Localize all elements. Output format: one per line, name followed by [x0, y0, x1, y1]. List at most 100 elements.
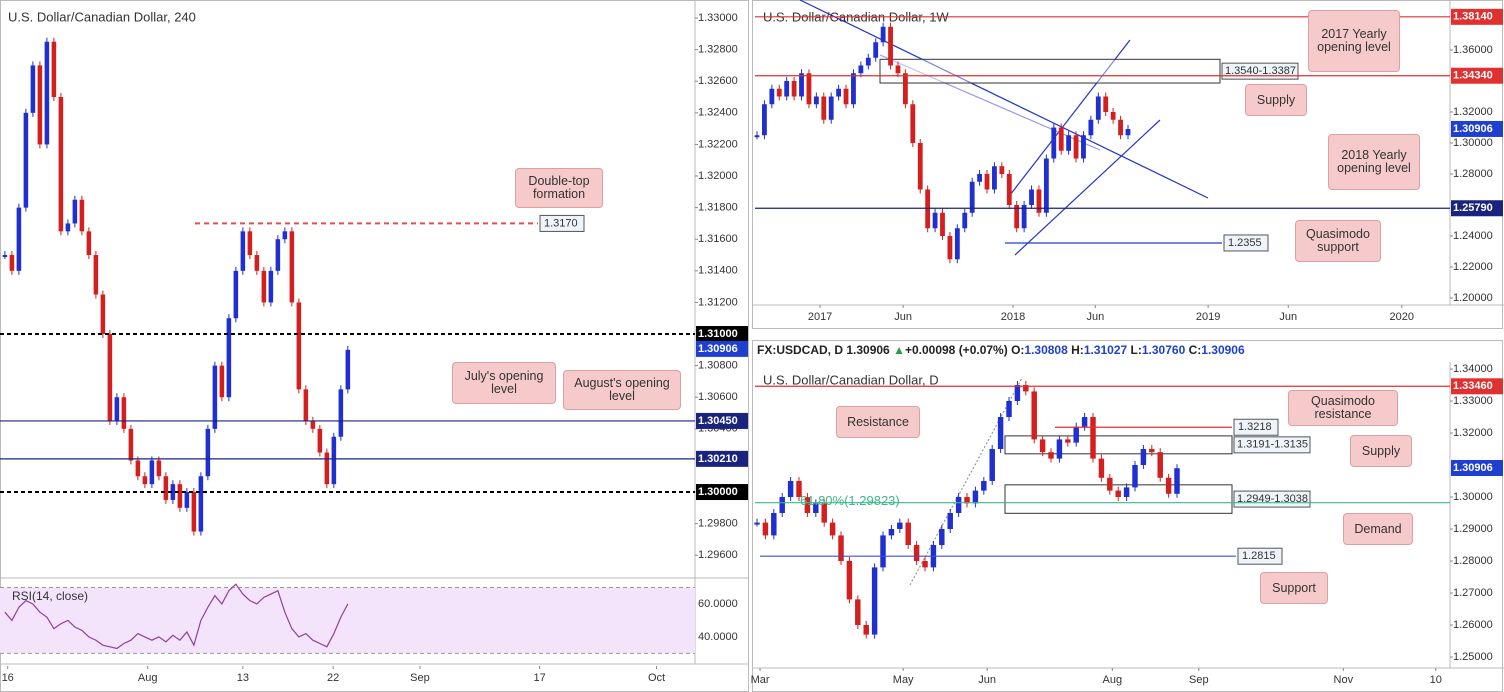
candle	[198, 476, 204, 532]
price-tag-bg	[696, 326, 748, 343]
y-tick-label: 1.20000	[1453, 292, 1493, 304]
price-tag: 1.30906	[1453, 462, 1493, 474]
candle	[865, 57, 871, 66]
x-tick-label: Nov	[1334, 674, 1354, 686]
candle	[1132, 465, 1138, 488]
price-tag-bg	[1451, 8, 1503, 25]
price-tag: 1.30906	[1453, 123, 1493, 135]
y-tick-label: 40.0000	[698, 631, 738, 643]
y-tick-label: 1.25000	[1453, 651, 1493, 663]
x-tick-label: Sep	[410, 672, 430, 684]
candle	[947, 513, 953, 529]
candle	[72, 199, 78, 224]
x-tick-label: 13	[237, 672, 249, 684]
candle	[219, 365, 225, 398]
candle	[142, 476, 148, 485]
y-tick-label: 1.33000	[698, 12, 738, 24]
candle	[846, 560, 853, 600]
candle	[226, 318, 232, 398]
candle	[16, 207, 22, 271]
y-tick-label: 1.32000	[698, 170, 738, 182]
trendline	[1014, 119, 1161, 256]
candle	[787, 481, 794, 498]
candle	[247, 231, 253, 256]
candle	[58, 97, 64, 232]
x-tick-label: 2018	[1001, 311, 1025, 323]
level-tag: 1.2355	[1228, 237, 1262, 249]
candle	[836, 88, 842, 97]
candle	[79, 199, 85, 232]
price-tag: 1.30906	[698, 343, 738, 355]
zone	[1004, 435, 1233, 455]
callout: Supply	[1350, 435, 1412, 467]
candle	[37, 65, 43, 145]
candle	[796, 481, 802, 498]
rsi-label: RSI(14, close)	[12, 589, 88, 603]
x-tick-label: Jun	[1279, 311, 1297, 323]
x-tick-label: May	[893, 674, 914, 686]
candle	[964, 497, 970, 504]
y-tick-label: 1.34000	[1453, 363, 1493, 375]
callout: Demand	[1343, 513, 1413, 545]
candle	[821, 96, 827, 120]
candle	[873, 42, 879, 58]
info-part: 1.30906	[1201, 343, 1245, 357]
candle	[955, 497, 962, 514]
candle	[913, 544, 920, 561]
level-tag-bg	[1233, 418, 1279, 436]
candle	[910, 104, 916, 143]
zone-tag: 1.2949-1.3038	[1237, 493, 1308, 505]
candle	[86, 231, 92, 256]
candle	[940, 212, 945, 236]
x-tick-label: Jun	[978, 674, 996, 686]
candle	[1103, 96, 1109, 112]
candle	[121, 397, 127, 429]
candle	[762, 522, 769, 536]
candle	[177, 484, 183, 508]
candle	[922, 560, 928, 568]
candle	[806, 73, 812, 105]
candle	[969, 181, 975, 213]
candle	[296, 302, 302, 390]
candle	[1006, 173, 1012, 205]
candle	[128, 428, 134, 461]
candle	[170, 484, 176, 500]
x-tick-label: Sep	[1189, 674, 1209, 686]
candle	[107, 334, 113, 421]
y-tick-label: 1.22000	[1453, 261, 1493, 273]
candle	[65, 223, 71, 232]
candle	[23, 112, 29, 208]
candle	[791, 81, 797, 97]
zone	[879, 58, 1221, 84]
candle	[855, 599, 861, 625]
candle	[999, 166, 1005, 174]
candle	[1056, 439, 1063, 459]
candle	[799, 73, 804, 97]
candle	[1006, 401, 1012, 418]
candle	[156, 460, 162, 477]
y-tick-label: 1.28000	[1453, 555, 1493, 567]
candle	[1081, 417, 1088, 427]
callout: Quasimodo resistance	[1288, 390, 1398, 426]
candle	[317, 428, 323, 453]
candle	[1149, 449, 1155, 453]
callout: 2018 Yearly opening level	[1328, 134, 1420, 190]
candle	[972, 490, 979, 504]
price-tag-bg	[1451, 378, 1503, 395]
price-tag-bg	[696, 450, 748, 467]
candle	[1081, 135, 1086, 159]
zone-tag: 1.3191-1.3135	[1237, 439, 1308, 451]
level-tag-bg	[1237, 547, 1283, 565]
callout: Quasimodo support	[1295, 220, 1381, 262]
candle	[184, 492, 190, 508]
candle	[135, 460, 141, 477]
candle	[268, 270, 274, 303]
candle	[233, 270, 239, 319]
callout: August's opening level	[563, 370, 681, 410]
info-part: 1.30906	[846, 343, 890, 357]
x-tick-label: 10	[1430, 674, 1442, 686]
info-part: FX:USDCAD, D	[757, 343, 843, 357]
candle	[981, 481, 987, 491]
y-tick-label: 1.29800	[698, 518, 738, 530]
y-tick-label: 1.30000	[1453, 137, 1493, 149]
